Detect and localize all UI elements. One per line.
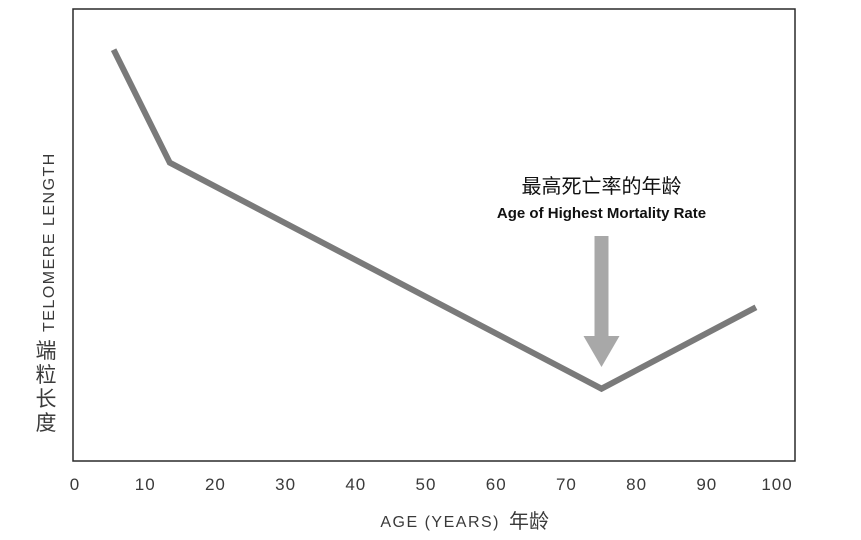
arrow-head <box>583 336 620 367</box>
telomere-length-line <box>110 48 758 393</box>
y-axis-label-chinese-char: 粒 <box>36 364 57 387</box>
plot-frame <box>72 8 796 462</box>
x-tick-label: 0 <box>70 475 80 494</box>
x-axis-label: AGE (YEARS) <box>380 514 500 531</box>
y-axis-label-chinese-char: 度 <box>36 412 57 435</box>
x-axis-label-chinese: 年龄 <box>509 510 549 533</box>
x-tick-labels: 0 10 20 30 40 50 60 70 80 90 100 <box>70 475 792 494</box>
x-tick-label: 20 <box>205 475 226 494</box>
x-tick-label: 30 <box>275 475 296 494</box>
mortality-arrow <box>583 236 620 367</box>
annotation-english: Age of Highest Mortality Rate <box>497 205 706 222</box>
x-tick-label: 80 <box>626 475 647 494</box>
arrow-shaft <box>594 236 609 338</box>
x-tick-label: 60 <box>486 475 507 494</box>
x-tick-label: 70 <box>556 475 577 494</box>
x-tick-label: 40 <box>345 475 366 494</box>
y-axis-label-chinese-char: 端 <box>36 340 57 363</box>
y-axis-label: TELOMERE LENGTH <box>41 152 58 332</box>
x-tick-label: 100 <box>761 475 792 494</box>
x-tick-label: 10 <box>135 475 156 494</box>
x-tick-label: 90 <box>696 475 717 494</box>
annotation-chinese: 最高死亡率的年龄 <box>522 174 682 198</box>
x-tick-label: 50 <box>416 475 437 494</box>
y-axis-label-chinese-char: 长 <box>36 388 57 411</box>
